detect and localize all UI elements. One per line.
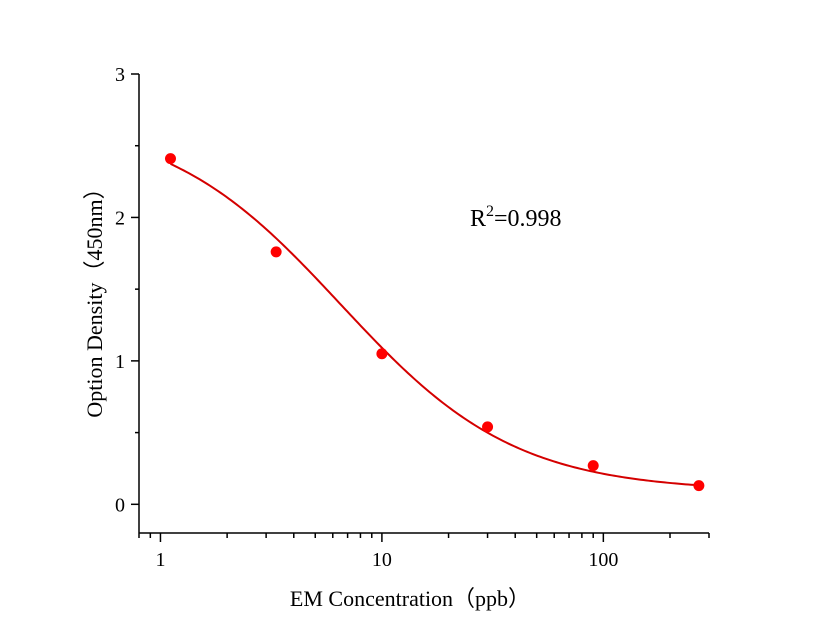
x-tick-label: 1 xyxy=(155,549,165,571)
r-squared-sup: 2 xyxy=(486,203,494,220)
data-points xyxy=(164,153,705,492)
y-tick-label: 3 xyxy=(115,64,125,86)
data-point xyxy=(587,460,599,472)
x-tick-label: 10 xyxy=(372,549,392,571)
data-point xyxy=(693,480,705,492)
data-point xyxy=(270,246,282,258)
r-squared-value: =0.998 xyxy=(494,206,562,232)
ticks: 0 1 2 3 1 10 100 xyxy=(115,64,710,571)
y-tick-label: 2 xyxy=(115,207,125,229)
x-axis-label: EM Concentration（ppb） xyxy=(290,586,530,611)
x-tick-label: 100 xyxy=(588,549,618,571)
y-tick-label: 0 xyxy=(115,494,125,516)
r-squared-base: R xyxy=(470,206,486,232)
data-point xyxy=(164,153,176,165)
r-squared-annotation: R2=0.998 xyxy=(470,203,562,232)
data-point xyxy=(376,348,388,360)
y-tick-label: 1 xyxy=(115,351,125,373)
axes xyxy=(138,74,709,534)
data-point xyxy=(482,421,494,433)
y-axis-label: Option Density（450nm） xyxy=(82,177,107,417)
fit-curve xyxy=(170,162,699,487)
